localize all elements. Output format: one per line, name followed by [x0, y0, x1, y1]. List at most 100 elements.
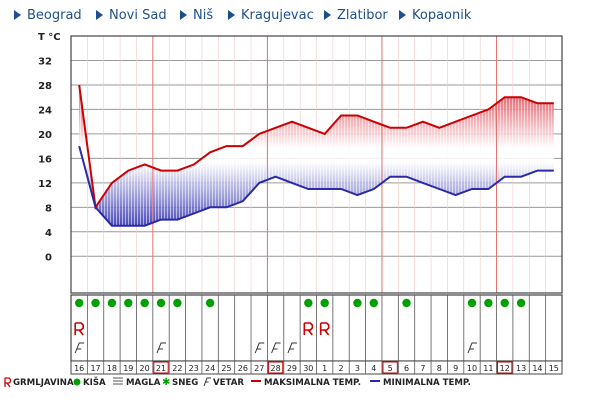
arrow-right-icon [180, 10, 187, 20]
x-tick-label: 9 [453, 364, 458, 373]
y-tick-label: 28 [38, 81, 52, 92]
y-tick-label: 12 [38, 179, 52, 190]
wind-icon [74, 342, 85, 354]
rain-icon [156, 298, 166, 308]
x-tick-label: 27 [254, 364, 264, 373]
storm-icon [4, 377, 12, 388]
nav-link-zlatibor[interactable]: Zlatibor [324, 8, 388, 23]
arrow-right-icon [324, 10, 331, 20]
rain-icon [304, 298, 313, 308]
legend-label: MINIMALNA TEMP. [383, 378, 471, 388]
nav-link-novi-sad[interactable]: Novi Sad [96, 8, 167, 23]
rain-icon [500, 298, 509, 308]
legend-item: MAKSIMALNA TEMP. [251, 378, 361, 388]
x-tick-label: 26 [238, 364, 248, 373]
temperature-band-stripes [79, 85, 554, 226]
rain-icon [73, 378, 81, 386]
legend-item: GRMLJAVINA [4, 377, 74, 388]
min-temp-line [78, 145, 554, 227]
y-tick-label: 0 [45, 252, 52, 263]
legend-item: MINIMALNA TEMP. [370, 378, 471, 388]
nav-link-kopaonik[interactable]: Kopaonik [399, 8, 471, 23]
legend-item: ✱ SNEG [162, 377, 198, 388]
x-tick-label: 2 [339, 364, 344, 373]
x-tick-label: 25 [221, 364, 231, 373]
rain-icon [91, 298, 100, 308]
legend-item: VETAR [203, 377, 244, 388]
x-tick-label: 10 [467, 364, 477, 373]
wind-icon [467, 342, 477, 354]
rain-icon [402, 298, 411, 308]
x-tick-label: 3 [355, 364, 360, 373]
arrow-right-icon [399, 10, 406, 20]
rain-icon [353, 298, 362, 308]
wind-icon [271, 342, 281, 354]
x-tick-label: 14 [532, 364, 542, 373]
snow-icon: ✱ [162, 377, 170, 388]
rain-icon [173, 298, 182, 308]
nav-link-kragujevac[interactable]: Kragujevac [228, 8, 314, 23]
x-tick-label: 11 [483, 364, 493, 373]
rain-icon [140, 298, 149, 308]
x-tick-label: 30 [303, 364, 313, 373]
legend-item: MAGLA [113, 377, 161, 388]
legend-label: KIŠA [83, 376, 106, 388]
x-tick-label: 24 [205, 364, 215, 373]
rain-icon [320, 298, 329, 308]
y-tick-label: 16 [38, 154, 52, 165]
x-tick-label: 13 [516, 364, 526, 373]
x-tick-label: 6 [404, 364, 409, 373]
day-highlight [153, 361, 169, 374]
legend-label: MAGLA [126, 378, 161, 388]
wind-icon [156, 342, 167, 354]
x-tick-label: 12 [500, 364, 510, 373]
x-tick-label: 17 [90, 364, 100, 373]
x-tick-label: 22 [172, 364, 182, 373]
storm-icon [319, 322, 330, 336]
x-tick-label: 29 [287, 364, 297, 373]
day-highlight [497, 361, 513, 374]
legend-label: SNEG [172, 378, 198, 388]
x-tick-label: 28 [270, 364, 280, 373]
rain-icon [484, 298, 493, 308]
rain-icon [516, 298, 526, 308]
x-tick-label: 5 [388, 364, 393, 373]
arrow-right-icon [96, 10, 103, 20]
x-tick-label: 4 [371, 364, 376, 373]
y-tick-label: 24 [38, 105, 52, 116]
x-tick-label: 20 [140, 364, 150, 373]
nav-link-nis[interactable]: Niš [180, 8, 213, 23]
storm-icon [74, 322, 84, 336]
y-tick-label: 8 [45, 203, 52, 214]
city-navigation: Beograd Novi Sad Niš Kragujevac Zlatibor… [0, 8, 592, 30]
day-highlight [382, 361, 398, 374]
x-tick-label: 18 [107, 364, 117, 373]
rain-icon [74, 298, 84, 308]
y-tick-label: 20 [38, 130, 52, 141]
rain-icon [107, 298, 117, 308]
legend-label: VETAR [213, 378, 244, 388]
wind-icon [203, 377, 211, 387]
rain-icon [205, 298, 215, 308]
arrow-right-icon [228, 10, 235, 20]
y-tick-label: 32 [38, 56, 52, 67]
max-temp-line [78, 84, 554, 211]
rain-icon [369, 298, 378, 308]
x-tick-label: 16 [74, 364, 84, 373]
wind-icon [254, 342, 265, 354]
nav-link-beograd[interactable]: Beograd [14, 8, 82, 23]
legend-label: GRMLJAVINA [13, 378, 74, 388]
legend-item: KIŠA [73, 376, 106, 388]
storm-icon [303, 322, 314, 336]
x-tick-label: 7 [420, 364, 425, 373]
x-tick-label: 19 [123, 364, 133, 373]
day-highlight [267, 361, 284, 374]
x-tick-label: 23 [189, 364, 199, 373]
y-tick-label: 4 [45, 228, 52, 239]
x-tick-label: 15 [549, 364, 559, 373]
arrow-right-icon [14, 10, 21, 20]
x-tick-label: 21 [156, 364, 166, 373]
rain-icon [467, 298, 477, 308]
rain-icon [124, 298, 133, 308]
